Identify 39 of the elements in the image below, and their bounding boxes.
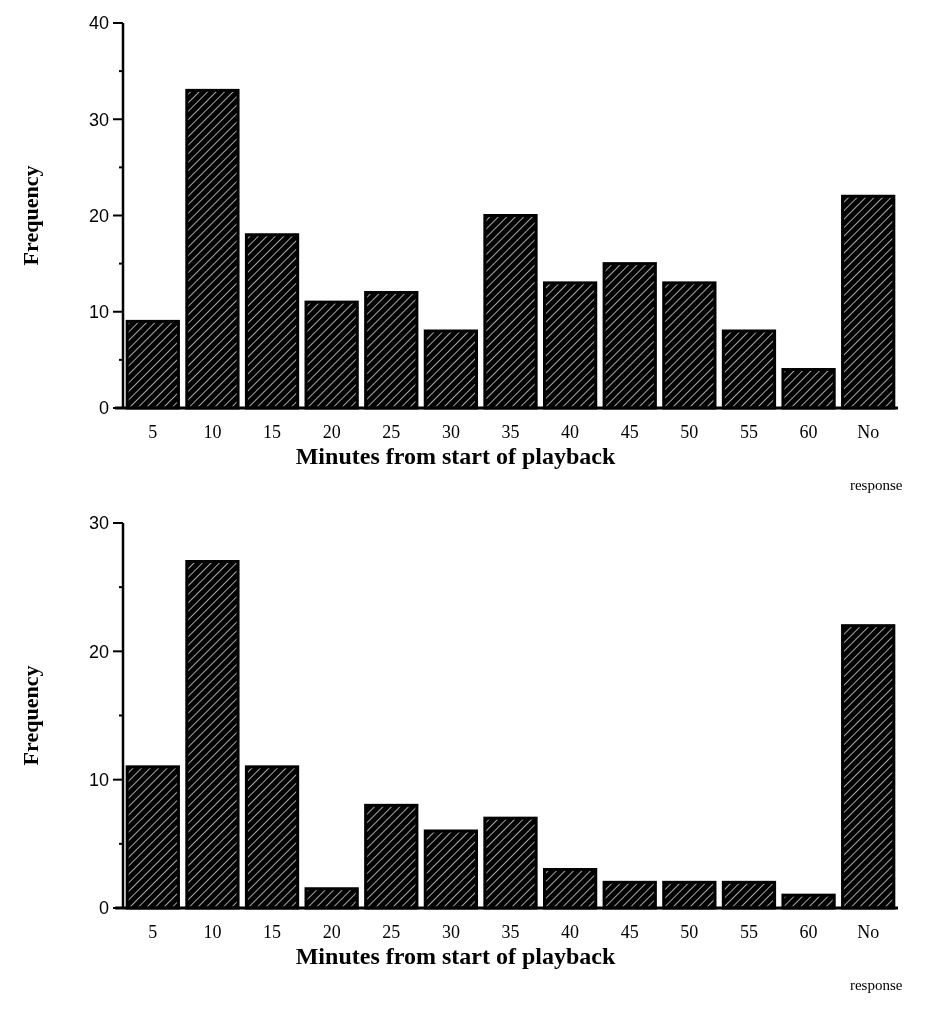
x-tick-label: 15	[263, 922, 282, 942]
x-tick-label: 35	[501, 922, 520, 942]
y-tick-label: 30	[88, 109, 109, 130]
y-tick-label: 0	[98, 398, 109, 419]
y-tick-label: 40	[88, 13, 109, 34]
x-tick-label: 50	[680, 422, 699, 442]
x-tick-label: 40	[561, 422, 580, 442]
y-axis-title: Frequency	[18, 665, 43, 766]
y-axis-title: Frequency	[18, 165, 43, 266]
x-tick-label: 60	[799, 922, 818, 942]
x-tick-label: 55	[739, 922, 758, 942]
y-tick-label: 10	[88, 769, 109, 790]
x-tick-label: 20	[322, 422, 341, 442]
x-tick-label: 20	[322, 922, 341, 942]
x-tick-label: 10	[203, 422, 222, 442]
x-tick-label: 30	[441, 922, 460, 942]
x-tick-label: 45	[620, 422, 639, 442]
x-tick-label: 25	[382, 422, 401, 442]
y-tick-label: 20	[88, 205, 109, 226]
x-tick-label: 5	[148, 422, 158, 442]
x-tick-label: 35	[501, 422, 520, 442]
x-tick-label: 55	[739, 422, 758, 442]
x-axis-title: Minutes from start of playback	[295, 443, 616, 469]
y-tick-label: 10	[88, 302, 109, 323]
x-tick-label: 40	[561, 922, 580, 942]
category-label: No response	[849, 422, 903, 493]
x-tick-label: 60	[799, 422, 818, 442]
x-tick-label: 10	[203, 922, 222, 942]
x-tick-label: 25	[382, 922, 401, 942]
y-tick-label: 20	[88, 641, 109, 662]
y-tick-label: 30	[88, 513, 109, 534]
x-tick-label: 50	[680, 922, 699, 942]
category-label: No response	[849, 922, 903, 993]
x-tick-label: 45	[620, 922, 639, 942]
x-tick-label: 15	[263, 422, 282, 442]
x-tick-label: 5	[148, 922, 158, 942]
y-tick-label: 0	[98, 898, 109, 919]
x-axis-title: Minutes from start of playback	[295, 943, 616, 969]
x-tick-label: 30	[441, 422, 460, 442]
